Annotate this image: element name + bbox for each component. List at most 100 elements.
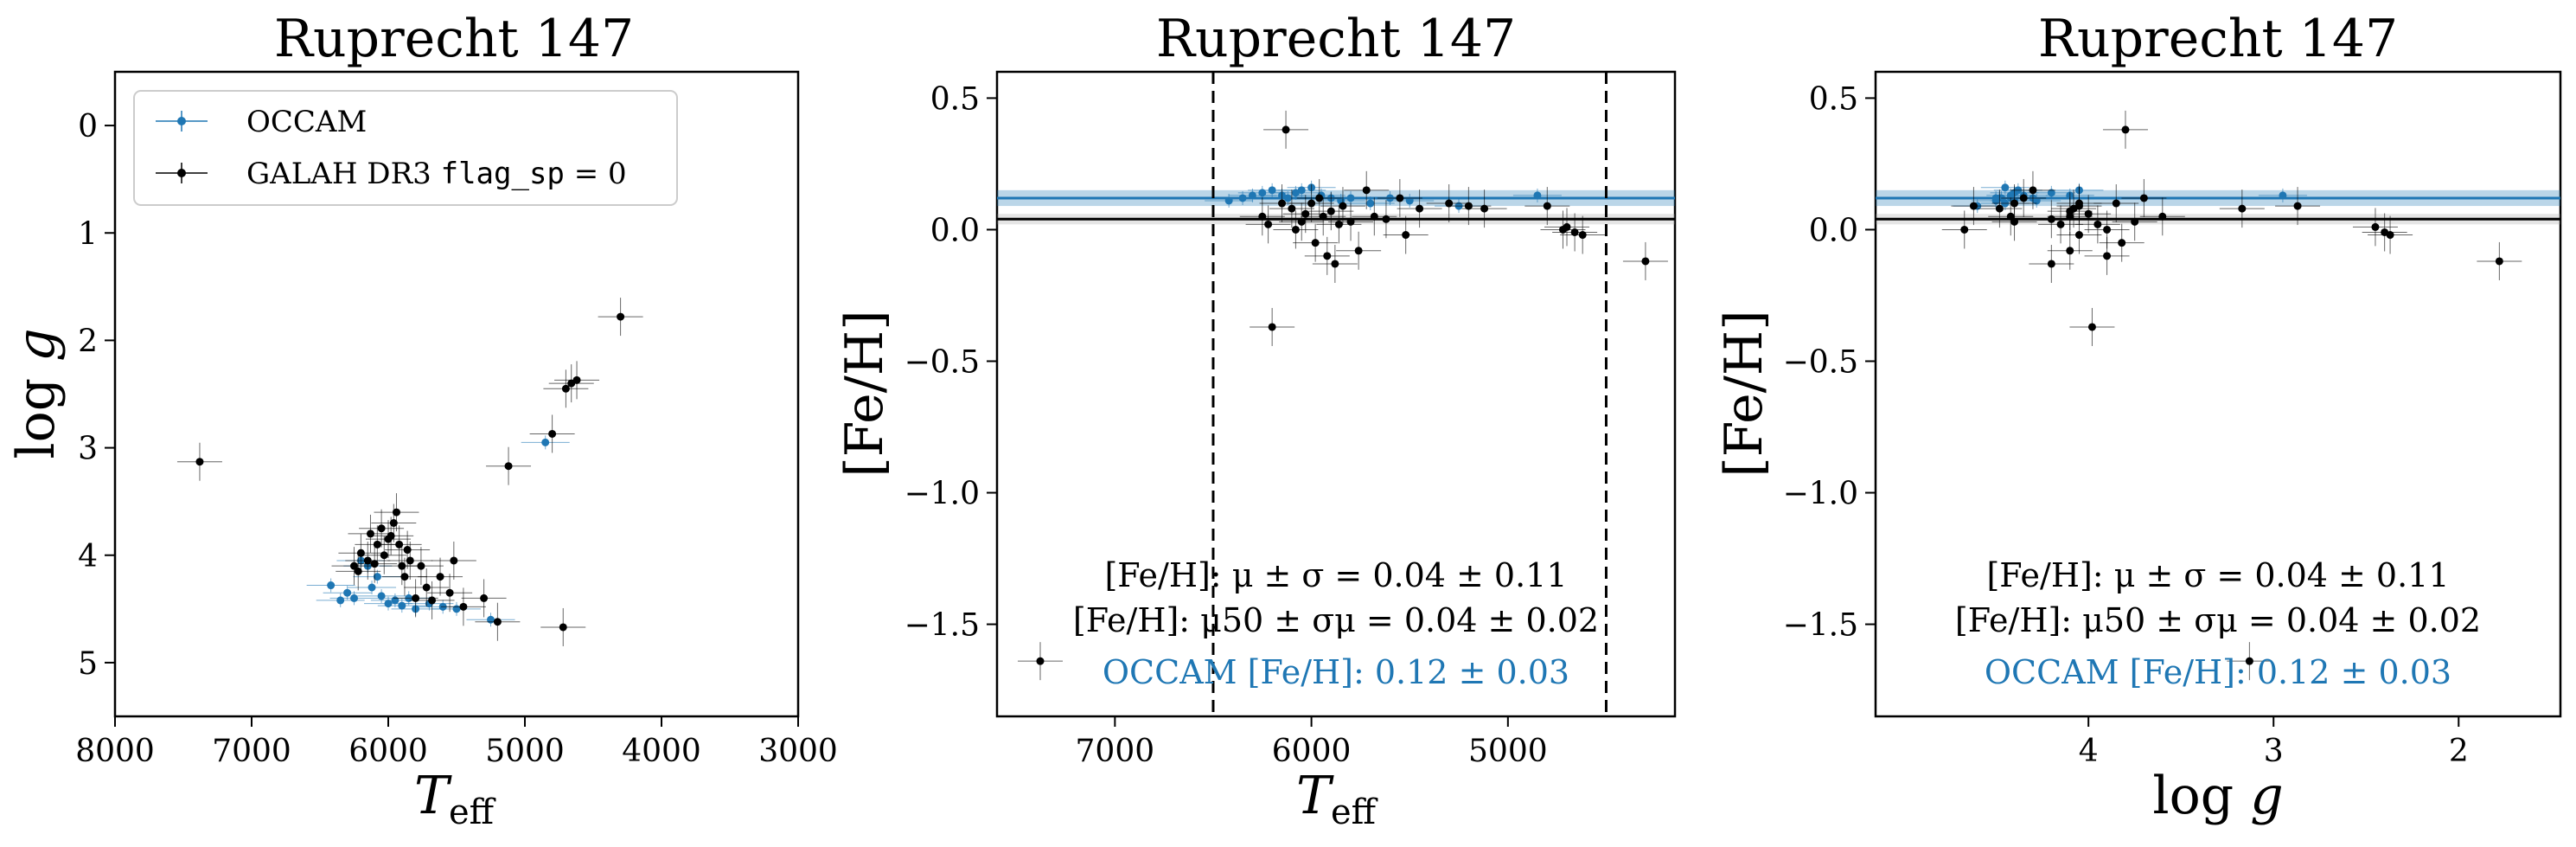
galah-point (540, 607, 586, 646)
galah-point (176, 442, 222, 481)
teff-cut-lines (1211, 72, 1608, 716)
data-point (1995, 204, 2004, 213)
data-point (2103, 252, 2112, 260)
data-point (1297, 217, 1306, 226)
galah-point (475, 602, 521, 641)
data-point (406, 556, 414, 565)
y-tick-label: −1.5 (904, 608, 980, 644)
galah-point (374, 493, 419, 532)
data-point (195, 458, 204, 466)
occam-point (1277, 183, 1326, 197)
galah-point (2352, 208, 2398, 247)
galah-point (1377, 178, 1422, 217)
data-point (412, 594, 420, 602)
data-point (350, 594, 358, 602)
data-point (1283, 194, 1292, 202)
data-point (1334, 220, 1343, 228)
y-tick-label: 2 (78, 324, 98, 359)
data-point (428, 596, 437, 605)
occam-point (316, 593, 365, 607)
occam-point (329, 591, 379, 606)
data-point (452, 605, 461, 613)
galah-point (398, 547, 444, 586)
galah-point (431, 541, 476, 580)
galah-point (2477, 241, 2522, 280)
galah-point (1951, 187, 1997, 226)
data-point (1297, 186, 1306, 195)
data-point (384, 600, 393, 608)
data-point (368, 583, 376, 592)
data-point (377, 592, 386, 600)
data-point (1533, 191, 1542, 200)
data-point (2103, 225, 2112, 234)
data-point (1405, 196, 1414, 205)
galah-point (1312, 244, 1358, 283)
galah-point (2038, 205, 2084, 244)
galah-point (2093, 184, 2139, 223)
annotation-occam: OCCAM [Fe/H]: 0.12 ± 0.03 (1103, 653, 1569, 691)
data-point (2121, 125, 2130, 134)
galah-point (1239, 197, 1285, 236)
data-point (541, 438, 550, 446)
x-axis-title-text: Teff (414, 766, 496, 832)
x-tick-label: 2 (2449, 734, 2469, 769)
x-tick-label: 5000 (485, 734, 565, 769)
galah-point (2047, 231, 2093, 270)
y-axis-ticks: 0.5 0.0 −0.5 −1.0 −1.5 (1783, 81, 1876, 644)
data-point (1362, 186, 1371, 195)
galah-point (348, 514, 393, 553)
galah-series (1941, 110, 2522, 681)
data-point (1464, 202, 1473, 210)
galah-point (1383, 215, 1429, 254)
galah-point (376, 525, 422, 564)
data-point (1288, 204, 1296, 213)
data-point (1346, 217, 1355, 226)
data-point (2066, 207, 2074, 215)
data-point (1238, 194, 1247, 202)
data-point (1570, 228, 1579, 236)
x-axis-title: Teff (1296, 766, 1378, 832)
data-point (1258, 189, 1267, 197)
data-point (445, 588, 454, 597)
data-point (354, 567, 362, 575)
data-point (400, 573, 409, 581)
galah-point (418, 557, 463, 596)
data-point (1311, 239, 1320, 247)
data-point (377, 524, 386, 533)
legend-box (133, 90, 678, 206)
data-point (450, 556, 458, 565)
data-point (2084, 209, 2093, 218)
x-tick-label: 7000 (1076, 734, 1155, 769)
occam-point (1218, 190, 1268, 205)
data-point (2074, 231, 2083, 240)
galah-point (366, 520, 411, 559)
galah-point (1525, 187, 1570, 226)
y-tick-label: −1.0 (1783, 477, 1858, 512)
data-point (392, 508, 400, 517)
data-point (559, 623, 567, 632)
data-point (1563, 222, 1571, 231)
data-point (2371, 222, 2380, 231)
galah-point (2368, 215, 2413, 254)
data-point (2074, 202, 2083, 210)
panel-hr-diagram: Ruprecht 147 8000 7000 6000 5000 4000 3000 0 1… (6, 9, 838, 832)
galah-point (1622, 241, 1668, 280)
data-point (327, 581, 336, 590)
y-axis-title: log g (6, 328, 67, 459)
occam-point (2258, 188, 2307, 202)
x-tick-label: 8000 (75, 734, 155, 769)
data-point (2139, 194, 2148, 202)
data-point (1268, 323, 1276, 331)
data-point (2066, 247, 2074, 255)
data-point (363, 556, 372, 565)
galah-point (461, 579, 507, 618)
data-point (2047, 260, 2055, 268)
data-point (1346, 194, 1355, 202)
annotation-occam: OCCAM [Fe/H]: 0.12 ± 0.03 (1985, 653, 2451, 691)
occam-point (1980, 180, 2029, 195)
x-axis-title-text: Teff (1296, 766, 1378, 832)
annotations: [Fe/H]: μ ± σ = 0.04 ± 0.11 [Fe/H]: μ50 … (1073, 556, 1599, 691)
occam-point (1385, 194, 1435, 208)
data-point (2386, 231, 2394, 240)
data-point (572, 375, 581, 384)
